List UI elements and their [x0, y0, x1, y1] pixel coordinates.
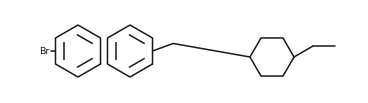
Text: Br: Br — [40, 46, 50, 56]
